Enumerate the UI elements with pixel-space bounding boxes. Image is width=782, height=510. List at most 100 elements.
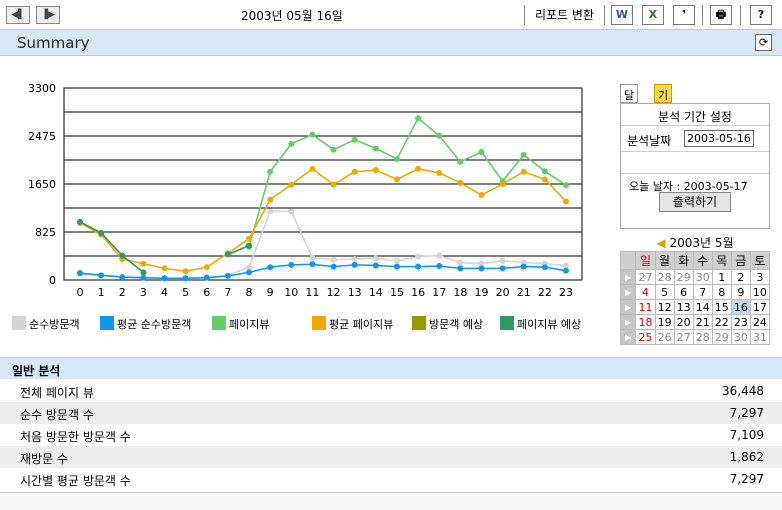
calendar-day[interactable]: 1: [711, 269, 732, 285]
x-tick-label: 22: [538, 286, 552, 299]
calendar-day[interactable]: 14: [692, 299, 713, 315]
calendar-day[interactable]: 23: [730, 314, 751, 330]
analysis-date-input[interactable]: [684, 130, 754, 147]
x-tick-label: 12: [327, 286, 341, 299]
series-line: [79, 167, 567, 273]
data-point: [478, 265, 485, 272]
toolbar-divider: [702, 5, 703, 25]
report-convert-label: 리포트 변환: [535, 8, 595, 22]
help-button[interactable]: ?: [750, 5, 772, 25]
calendar-day[interactable]: 5: [654, 284, 675, 300]
calendar-day[interactable]: 27: [673, 329, 694, 345]
series-line: [227, 244, 250, 256]
calendar-day[interactable]: 21: [692, 314, 713, 330]
row-value: 7,109: [729, 428, 764, 442]
data-point: [267, 264, 274, 271]
calendar-day[interactable]: 8: [711, 284, 732, 300]
calendar-day[interactable]: 15: [711, 299, 732, 315]
x-tick-label: 15: [390, 286, 404, 299]
calendar-day[interactable]: 24: [749, 314, 771, 330]
calendar-day[interactable]: 17: [749, 299, 771, 315]
legend-label: 페이지뷰 예상: [517, 318, 582, 331]
row-value: 7,297: [729, 406, 764, 420]
calendar-day[interactable]: 28: [692, 329, 713, 345]
calendar-day[interactable]: 7: [692, 284, 713, 300]
data-point: [288, 208, 295, 215]
data-point: [457, 259, 464, 266]
data-point: [246, 235, 253, 242]
calendar-day[interactable]: 6: [673, 284, 694, 300]
row-label: 재방문 수: [20, 452, 68, 466]
calendar-day[interactable]: 16: [730, 299, 751, 315]
summary-header: Summary ⟳: [0, 30, 782, 56]
calendar-day[interactable]: 29: [673, 269, 694, 285]
data-point: [330, 146, 337, 153]
calendar-day[interactable]: 28: [654, 269, 675, 285]
legend-item: 평균 페이지뷰: [312, 316, 393, 332]
print-button[interactable]: 출력하기: [659, 192, 731, 212]
refresh-icon[interactable]: ⟳: [755, 34, 772, 51]
row-label: 순수 방문객 수: [20, 408, 94, 422]
calendar-day[interactable]: 30: [730, 329, 751, 345]
calendar-day[interactable]: 30: [692, 269, 713, 285]
tab-calendar[interactable]: 달력: [620, 84, 639, 118]
calendar-month-header: ◀ 2003년 5월: [620, 234, 770, 250]
data-point: [436, 252, 443, 259]
week-select-icon[interactable]: ▶: [619, 284, 637, 300]
next-icon[interactable]: ▐▶: [36, 6, 60, 24]
data-point: [140, 269, 147, 276]
calendar-day[interactable]: 3: [749, 269, 771, 285]
data-point: [478, 149, 485, 155]
legend-item: 페이지뷰: [212, 316, 269, 332]
legend-label: 방문객 예상: [429, 318, 484, 331]
x-tick-label: 17: [432, 286, 446, 299]
calendar-day[interactable]: 31: [749, 329, 771, 345]
pdf-export-button[interactable]: ❜: [673, 5, 695, 25]
data-point: [393, 257, 400, 264]
calendar-day[interactable]: 25: [635, 329, 656, 345]
week-select-icon[interactable]: ▶: [619, 269, 637, 285]
data-point: [499, 257, 506, 264]
calendar-day[interactable]: 4: [635, 284, 656, 300]
calendar-day[interactable]: 2: [730, 269, 751, 285]
data-point: [161, 265, 168, 272]
week-select-icon[interactable]: ▶: [619, 314, 637, 330]
row-value: 7,297: [729, 472, 764, 486]
data-point: [415, 263, 422, 270]
calendar-day[interactable]: 10: [749, 284, 771, 300]
calendar-day[interactable]: 13: [673, 299, 694, 315]
data-point: [267, 168, 274, 175]
prev-icon[interactable]: ◀▌: [6, 6, 30, 24]
data-point: [499, 181, 506, 187]
prev-month-icon[interactable]: ◀: [656, 236, 666, 250]
data-point: [457, 158, 464, 165]
calendar-day[interactable]: 29: [711, 329, 732, 345]
excel-export-button[interactable]: X: [642, 5, 664, 25]
data-point: [98, 272, 105, 279]
data-point: [563, 267, 569, 274]
y-tick-label: 2475: [28, 130, 56, 143]
data-point: [478, 192, 485, 199]
table-row: 시간별 평균 방문객 수 7,297: [0, 468, 782, 490]
calendar-day[interactable]: 11: [635, 299, 656, 315]
calendar-day[interactable]: 22: [711, 314, 732, 330]
calendar-day[interactable]: 26: [654, 329, 675, 345]
table-row: 순수 방문객 수 7,297: [0, 402, 782, 424]
weekday-label: 화: [673, 251, 694, 270]
data-point: [436, 132, 443, 139]
word-export-button[interactable]: W: [611, 5, 633, 25]
week-select-icon[interactable]: ▶: [619, 299, 637, 315]
calendar-day[interactable]: 18: [635, 314, 656, 330]
data-point: [203, 274, 210, 281]
calendar-day[interactable]: 20: [673, 314, 694, 330]
print-icon[interactable]: 🖶: [710, 5, 732, 25]
calendar-day[interactable]: 12: [654, 299, 675, 315]
x-tick-label: 18: [453, 286, 467, 299]
calendar-day[interactable]: 19: [654, 314, 675, 330]
calendar-day[interactable]: 9: [730, 284, 751, 300]
legend-label: 페이지뷰: [229, 318, 270, 331]
calendar-day[interactable]: 27: [635, 269, 656, 285]
table-row: 처음 방문한 방문객 수 7,109: [0, 424, 782, 446]
week-select-icon[interactable]: ▶: [619, 329, 637, 345]
